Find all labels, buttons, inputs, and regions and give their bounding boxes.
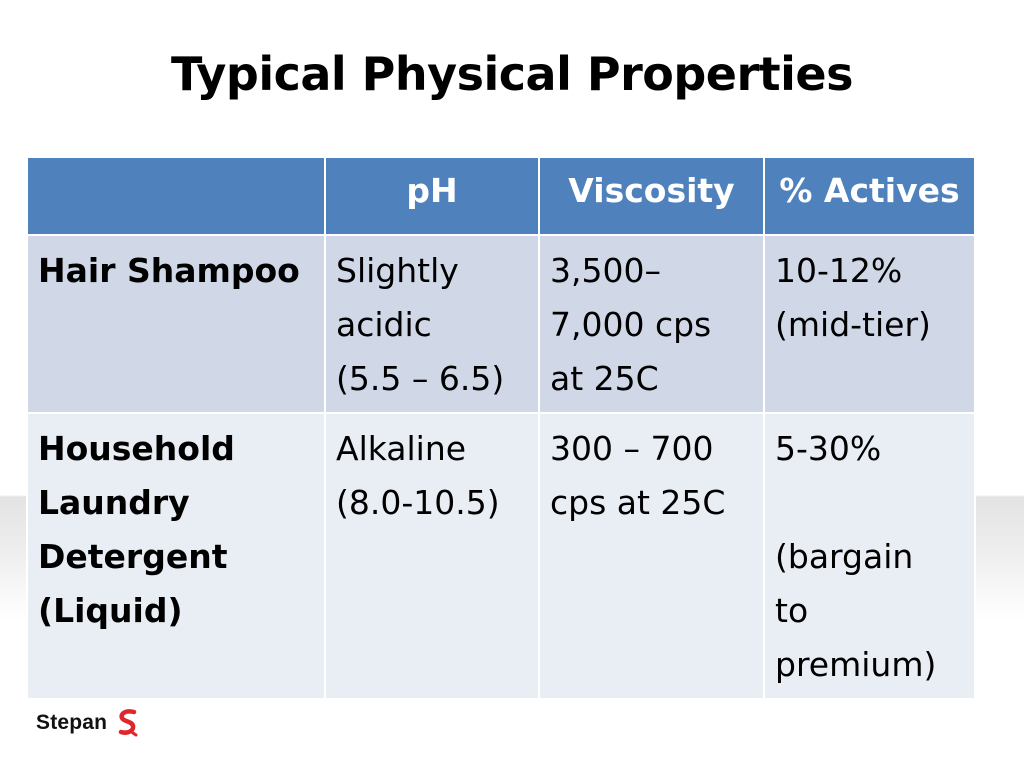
header-actives: % Actives [763, 156, 976, 236]
cell-actives: 10-12% (mid-tier) [763, 234, 976, 414]
cell-text: (Liquid) [38, 591, 183, 630]
cell-text: 10-12% [775, 251, 903, 290]
cell-ph: Alkaline (8.0-10.5) [324, 412, 540, 700]
table-row: Hair Shampoo Slightly acidic (5.5 – 6.5)… [26, 234, 976, 414]
cell-text: (8.0-10.5) [336, 483, 500, 522]
cell-text: Household [38, 429, 235, 468]
cell-text: to [775, 591, 809, 630]
cell-text: 5-30% [775, 429, 882, 468]
header-viscosity: Viscosity [538, 156, 765, 236]
cell-text: Hair Shampoo [38, 251, 300, 290]
properties-table: pH Viscosity % Actives Hair Shampoo Slig… [26, 156, 976, 700]
cell-text: Laundry [38, 483, 190, 522]
cell-text: acidic [336, 305, 432, 344]
table-header-row: pH Viscosity % Actives [26, 156, 976, 236]
cell-viscosity: 3,500– 7,000 cps at 25C [538, 234, 765, 414]
cell-text: cps at 25C [550, 483, 726, 522]
cell-actives: 5-30% (bargain to premium) [763, 412, 976, 700]
logo-text: Stepan [36, 711, 108, 734]
cell-text: 300 – 700 [550, 429, 714, 468]
slide-title: Typical Physical Properties [170, 47, 854, 101]
cell-text: (mid-tier) [775, 305, 931, 344]
row-label-hair-shampoo: Hair Shampoo [26, 234, 326, 414]
cell-text: Alkaline [336, 429, 467, 468]
cell-text: (bargain [775, 537, 914, 576]
header-ph: pH [324, 156, 540, 236]
cell-ph: Slightly acidic (5.5 – 6.5) [324, 234, 540, 414]
table-row: Household Laundry Detergent (Liquid) Alk… [26, 412, 976, 700]
row-label-laundry-detergent: Household Laundry Detergent (Liquid) [26, 412, 326, 700]
cell-text: (5.5 – 6.5) [336, 359, 505, 398]
stepan-logo-icon [118, 709, 138, 737]
cell-text: at 25C [550, 359, 659, 398]
cell-text: 3,500– [550, 251, 661, 290]
cell-text: premium) [775, 645, 937, 684]
stepan-logo: Stepan [36, 708, 139, 738]
cell-text: Slightly [336, 251, 459, 290]
cell-viscosity: 300 – 700 cps at 25C [538, 412, 765, 700]
cell-text: Detergent [38, 537, 228, 576]
cell-text: 7,000 cps [550, 305, 712, 344]
blank-line [775, 476, 964, 530]
header-empty [26, 156, 326, 236]
